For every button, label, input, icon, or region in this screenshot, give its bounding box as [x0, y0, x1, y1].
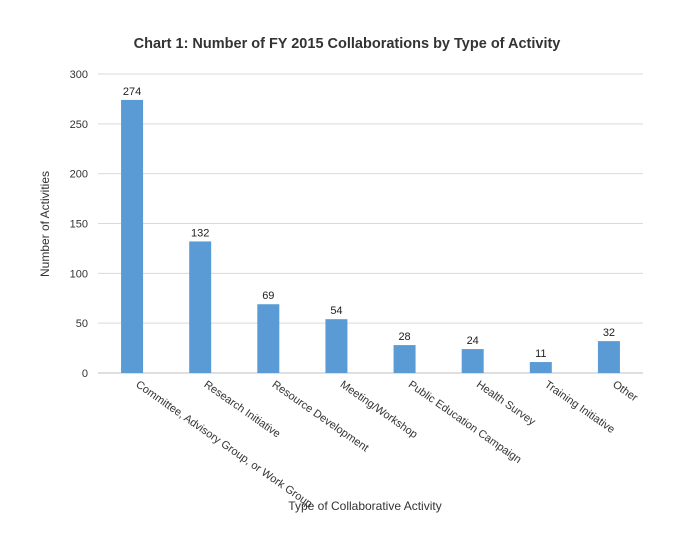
data-label: 11	[535, 348, 546, 360]
data-label: 69	[262, 290, 274, 302]
bar	[393, 345, 416, 373]
y-axis-tick-labels: 0 50 100 150 200 250 300	[70, 69, 88, 380]
data-label: 32	[603, 327, 615, 339]
chart-title: Chart 1: Number of FY 2015 Collaboration…	[134, 36, 561, 52]
bar	[189, 241, 212, 373]
bars	[121, 99, 620, 373]
gridlines	[98, 73, 643, 374]
y-tick-label: 150	[70, 219, 88, 231]
y-tick-label: 0	[82, 368, 88, 380]
x-category-label: Training Initiative	[542, 379, 617, 436]
bar	[597, 341, 620, 373]
y-axis-title: Number of Activities	[38, 171, 52, 277]
x-axis-title: Type of Collaborative Activity	[288, 499, 441, 513]
y-tick-label: 250	[70, 119, 88, 131]
x-category-label: Other	[610, 379, 640, 405]
y-tick-label: 50	[76, 318, 88, 330]
bar	[325, 319, 348, 373]
y-tick-label: 300	[70, 69, 88, 81]
data-label: 132	[191, 227, 209, 239]
bar	[461, 349, 484, 373]
data-label: 54	[330, 305, 342, 317]
y-tick-label: 100	[70, 268, 88, 280]
y-tick-label: 200	[70, 169, 88, 181]
bar	[529, 362, 552, 373]
data-label: 274	[123, 86, 141, 98]
data-labels: 274 132 69 54 28 24 11 32	[123, 86, 615, 360]
data-label: 24	[467, 335, 479, 347]
data-label: 28	[398, 331, 410, 343]
bar	[257, 304, 280, 373]
x-category-label: Public Education Campaign	[406, 379, 524, 466]
bar	[121, 99, 144, 373]
x-axis-category-labels: Committee, Advisory Group, or Work Group…	[133, 379, 640, 511]
x-category-label: Health Survey	[474, 379, 538, 429]
